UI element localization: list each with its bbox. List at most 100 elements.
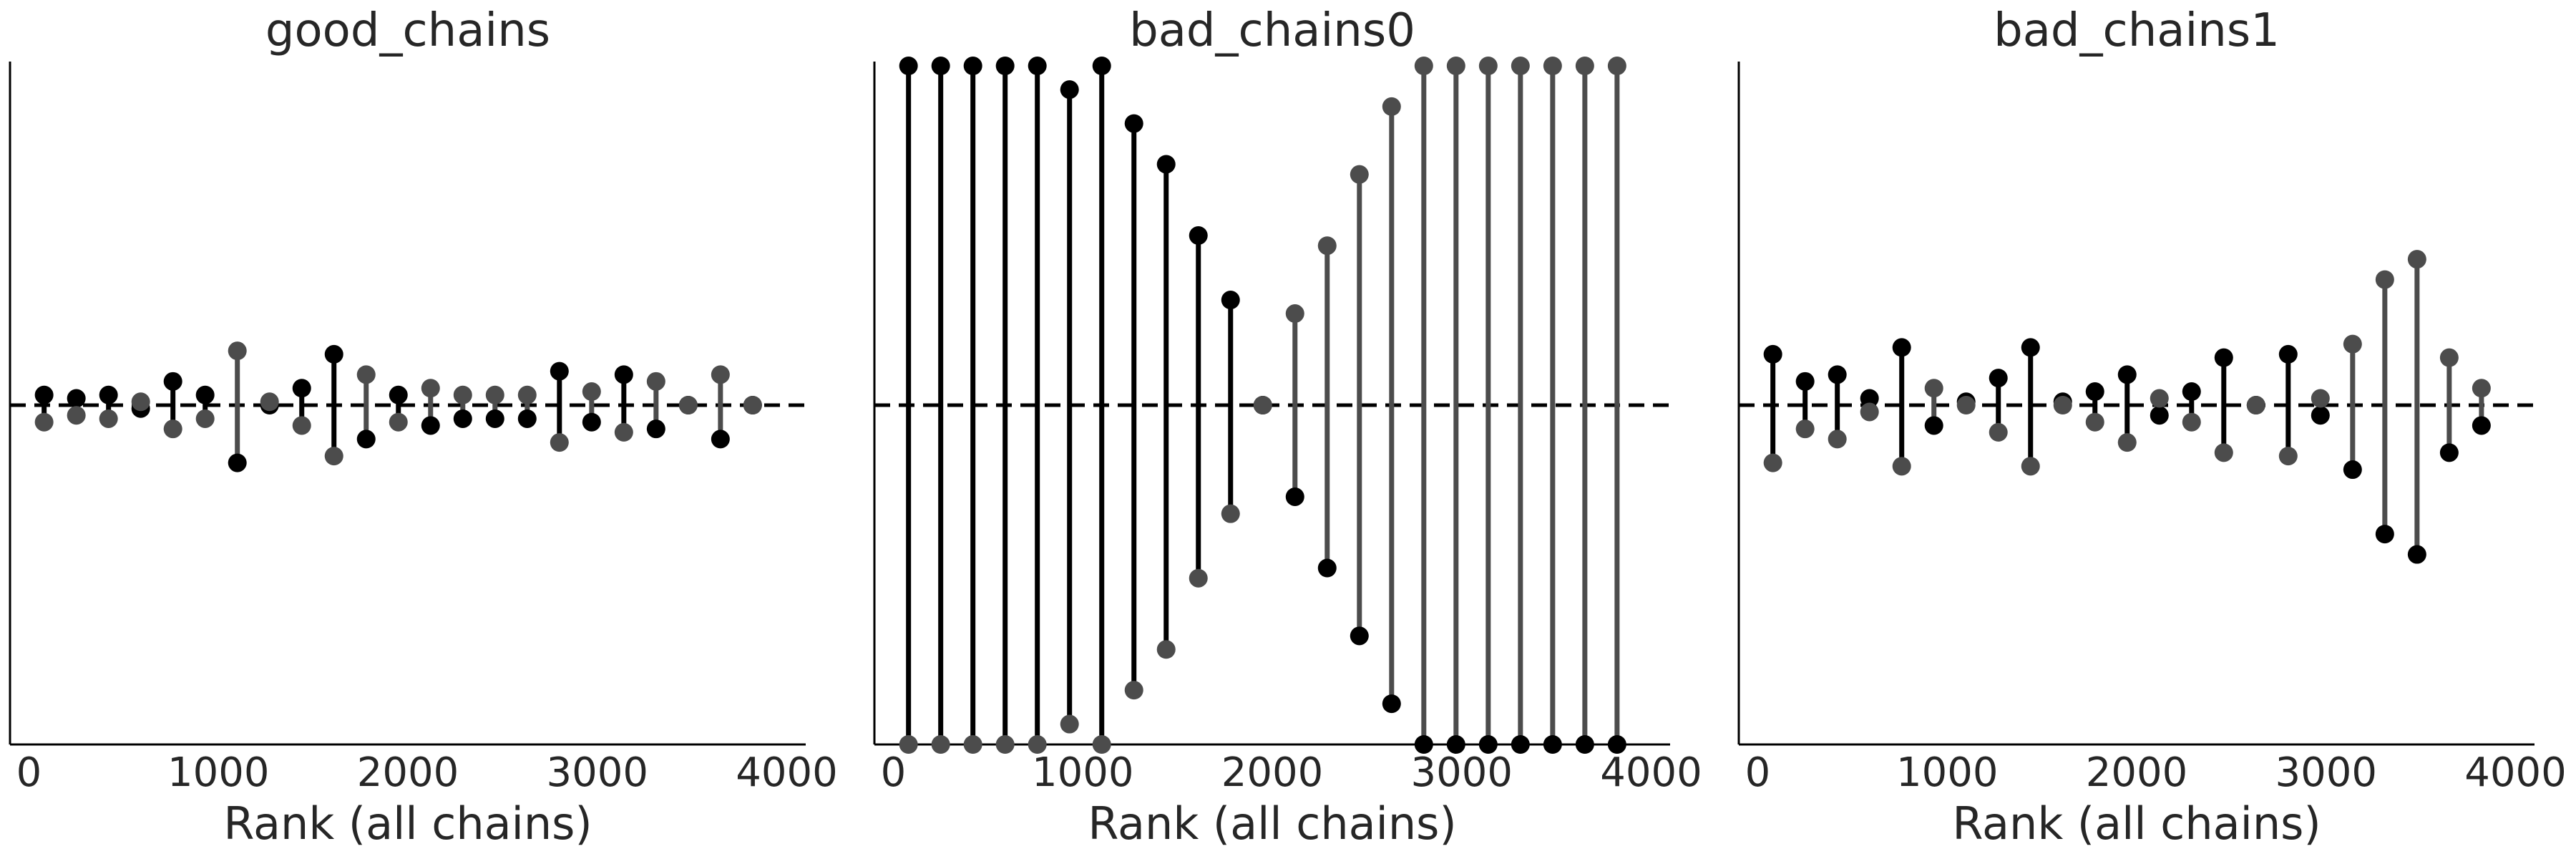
chain-0-point bbox=[228, 453, 247, 472]
chain-1-point bbox=[1795, 419, 1815, 439]
chain-0-point bbox=[646, 419, 665, 439]
chain-0-point bbox=[1317, 558, 1337, 578]
chain-1-point bbox=[2407, 250, 2426, 269]
chain-1-point bbox=[228, 341, 247, 361]
chain-1-point bbox=[1060, 714, 1079, 734]
plot-area: 0 1000 2000 3000 4000 bbox=[873, 57, 1702, 796]
chain-1-point bbox=[931, 735, 950, 754]
chain-1-point bbox=[2246, 396, 2265, 414]
chain-1-point bbox=[963, 735, 982, 754]
x-tick-label: 1000 bbox=[1896, 749, 1999, 796]
chain-0-point bbox=[34, 385, 54, 404]
chain-0-point bbox=[2472, 416, 2491, 435]
chain-0-point bbox=[1124, 114, 1143, 133]
chain-0-point bbox=[195, 385, 215, 404]
chain-0-point bbox=[1989, 369, 2008, 388]
x-axis-label: Rank (all chains) bbox=[1952, 797, 2321, 850]
panel-good-chains: good_chains 0 1000 2000 3000 4000 Rank (all … bbox=[9, 4, 838, 850]
chain-0-point bbox=[1478, 735, 1498, 754]
chain-0-point bbox=[453, 409, 472, 428]
chain-1-point bbox=[1350, 165, 1369, 184]
chain-1-point bbox=[1382, 97, 1401, 116]
chain-0-point bbox=[1892, 338, 1911, 357]
chain-0-point bbox=[99, 385, 118, 404]
chain-1-point bbox=[517, 385, 537, 404]
chain-0-point bbox=[711, 430, 730, 449]
chain-1-point bbox=[356, 365, 376, 384]
chain-1-point bbox=[131, 392, 150, 412]
x-tick-label: 2000 bbox=[1221, 749, 1324, 796]
chain-1-point bbox=[163, 419, 182, 439]
chain-0-point bbox=[2150, 406, 2169, 425]
panel-bad-chains0: bad_chains0 0 1000 2000 3000 4000 Rank (all … bbox=[873, 4, 1702, 850]
chain-0-point bbox=[1763, 344, 1782, 364]
chain-1-point bbox=[2182, 412, 2201, 432]
chain-1-point bbox=[743, 396, 762, 414]
chain-0-point bbox=[1285, 487, 1304, 506]
chain-0-point bbox=[1446, 735, 1465, 754]
chain-0-point bbox=[1189, 226, 1208, 245]
chain-0-point bbox=[1607, 735, 1626, 754]
x-tick-label: 1000 bbox=[1032, 749, 1134, 796]
chain-0-point bbox=[2214, 348, 2233, 367]
chain-0-point bbox=[163, 372, 182, 391]
chain-0-point bbox=[389, 385, 408, 404]
chain-1-point bbox=[2053, 396, 2072, 414]
chain-0-point bbox=[1028, 57, 1047, 75]
chain-1-point bbox=[2117, 433, 2137, 452]
chain-1-point bbox=[292, 416, 311, 435]
chain-0-point bbox=[67, 389, 86, 408]
chain-0-point bbox=[421, 416, 440, 435]
chain-0-point bbox=[1414, 735, 1433, 754]
x-tick-label: 3000 bbox=[2275, 749, 2378, 796]
chain-0-point bbox=[1156, 155, 1176, 174]
chain-1-point bbox=[1092, 735, 1111, 754]
chain-1-point bbox=[614, 422, 633, 442]
chain-0-point bbox=[899, 57, 918, 75]
chain-1-point bbox=[1156, 640, 1176, 659]
chain-1-point bbox=[1124, 681, 1143, 700]
chain-1-point bbox=[1189, 568, 1208, 588]
chain-1-point bbox=[421, 379, 440, 398]
chain-1-point bbox=[582, 382, 601, 402]
chain-1-point bbox=[646, 372, 665, 391]
chain-1-point bbox=[453, 385, 472, 404]
chain-0-point bbox=[356, 430, 376, 449]
chain-1-point bbox=[2472, 379, 2491, 398]
chain-1-point bbox=[1860, 402, 1879, 422]
chain-0-point bbox=[1543, 735, 1562, 754]
chain-0-point bbox=[1575, 735, 1594, 754]
chain-1-point bbox=[1511, 57, 1530, 75]
x-axis-label: Rank (all chains) bbox=[223, 797, 592, 850]
x-tick-label: 0 bbox=[881, 749, 907, 796]
chain-1-point bbox=[1828, 430, 1847, 449]
chain-0-point bbox=[1221, 291, 1240, 310]
chain-1-point bbox=[1478, 57, 1498, 75]
chain-1-point bbox=[2085, 412, 2104, 432]
x-tick-label: 0 bbox=[16, 749, 42, 796]
chain-0-point bbox=[931, 57, 950, 75]
x-tick-label: 2000 bbox=[2086, 749, 2188, 796]
chain-1-point bbox=[485, 385, 504, 404]
chain-1-point bbox=[2150, 389, 2169, 408]
chain-0-point bbox=[1350, 626, 1369, 646]
chain-1-point bbox=[389, 412, 408, 432]
chain-1-point bbox=[1414, 57, 1433, 75]
chain-0-point bbox=[1924, 416, 1943, 435]
chain-0-point bbox=[1382, 694, 1401, 714]
chain-1-point bbox=[1956, 396, 1976, 414]
chain-0-point bbox=[485, 409, 504, 428]
plot-area: 0 1000 2000 3000 4000 bbox=[1737, 62, 2567, 796]
x-tick-label: 0 bbox=[1745, 749, 1771, 796]
chain-1-point bbox=[34, 412, 54, 432]
chain-0-point bbox=[292, 379, 311, 398]
chain-0-point bbox=[2343, 460, 2362, 480]
chain-0-point bbox=[1092, 57, 1111, 75]
chain-0-point bbox=[1511, 735, 1530, 754]
chain-1-point bbox=[2278, 447, 2298, 466]
chain-1-point bbox=[2311, 389, 2330, 408]
chain-0-point bbox=[963, 57, 982, 75]
chain-0-point bbox=[1828, 365, 1847, 384]
panel-title: good_chains bbox=[265, 4, 550, 57]
